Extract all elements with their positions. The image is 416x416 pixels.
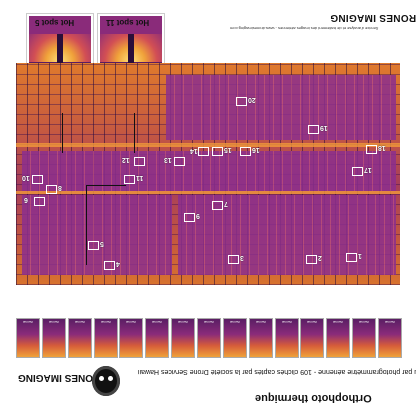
thumbnail-caption: thermal: [333, 320, 344, 324]
hotspot-number: 11: [136, 174, 144, 181]
highlight-box-edge: [86, 185, 87, 265]
hotspot-number: 6: [24, 196, 28, 203]
mascot-eye: [108, 376, 113, 381]
hotspot-marker[interactable]: [228, 255, 239, 264]
pointer-line: [62, 113, 63, 153]
hotspot-marker[interactable]: [184, 213, 195, 222]
hotspot-number: 3: [240, 254, 244, 261]
hotspot-number: 4: [116, 260, 120, 267]
hotspot-number: 12: [122, 156, 130, 163]
hotspot-marker[interactable]: [212, 201, 223, 210]
pointer-line: [134, 113, 135, 153]
hotspot-marker[interactable]: [306, 255, 317, 264]
hotspot-number: 13: [164, 156, 172, 163]
thumbnail-caption: thermal: [152, 320, 163, 324]
hotspot-number: 16: [252, 146, 260, 153]
hotspot-number: 5: [100, 240, 104, 247]
hotspot-number: 15: [224, 146, 232, 153]
source-thumbnail[interactable]: thermal: [197, 318, 221, 358]
hotspot-marker[interactable]: [346, 253, 357, 262]
hotspot-number: 19: [320, 124, 328, 131]
hotspot-marker[interactable]: [198, 147, 209, 156]
brand-logo-top: DRONES IMAGING: [330, 12, 416, 23]
thumbnail-caption: thermal: [48, 320, 59, 324]
footer-title: Orthophoto thermique: [255, 392, 372, 404]
panel-array: [166, 75, 396, 140]
thumbnail-caption: thermal: [255, 320, 266, 324]
source-thumbnail[interactable]: thermal: [378, 318, 402, 358]
hotspot-marker[interactable]: [236, 97, 247, 106]
source-thumbnail[interactable]: thermal: [67, 318, 92, 358]
source-thumbnail[interactable]: thermal: [41, 318, 66, 358]
thumbnail-caption: thermal: [307, 320, 318, 324]
hotspot-marker[interactable]: [240, 147, 251, 156]
source-thumbnail[interactable]: thermal: [248, 318, 273, 358]
hotspot-number: 7: [224, 200, 228, 207]
thumbnail-caption: thermal: [229, 320, 240, 324]
hotspot-number: 20: [248, 96, 256, 103]
hotspot-marker[interactable]: [104, 261, 115, 270]
hotspot-marker[interactable]: [32, 175, 43, 184]
source-thumbnail[interactable]: thermal: [145, 318, 170, 358]
hotspot-marker[interactable]: [174, 157, 185, 166]
source-thumbnail[interactable]: thermal: [300, 318, 325, 358]
source-thumbnail[interactable]: thermal: [119, 318, 144, 358]
hotspot-marker[interactable]: [46, 185, 57, 194]
hotspot-marker[interactable]: [366, 145, 377, 154]
inset-label: Hot spot 11: [106, 18, 150, 27]
hotspot-marker[interactable]: [34, 197, 45, 206]
thumbnail-caption: thermal: [100, 320, 111, 324]
highlight-box-edge: [86, 185, 126, 186]
source-thumbnail[interactable]: thermal: [222, 318, 247, 358]
thumbnail-caption: thermal: [281, 320, 292, 324]
hotspot-number: 2: [318, 254, 322, 261]
panel-array: [178, 195, 396, 275]
header-note: Service d'analyse et de traitement des i…: [230, 26, 379, 31]
panel-array: [22, 151, 396, 191]
source-thumbnail[interactable]: thermal: [352, 318, 377, 358]
hotspot-number: 1: [358, 252, 362, 259]
thermal-orthophoto[interactable]: 20 19 18 17 16 15 14 13 11 10 8 6 7 9 5 …: [16, 63, 400, 285]
hotspot-number: 17: [364, 166, 372, 173]
hotspot-number: 10: [22, 174, 30, 181]
source-thumbnail[interactable]: thermal: [171, 318, 196, 358]
access-lane: [16, 191, 400, 194]
panel-array: [22, 195, 172, 275]
logo-text: DRONES IMAGING: [330, 12, 416, 23]
thumbnail-caption: thermal: [204, 320, 215, 324]
source-image-strip: thermal thermal thermal thermal thermal therm…: [16, 318, 402, 358]
hotspot-marker[interactable]: [134, 157, 145, 166]
thumbnail-caption: thermal: [23, 320, 34, 324]
thumbnail-caption: thermal: [385, 320, 396, 324]
hotspot-marker[interactable]: [308, 125, 319, 134]
hotspot-number: 18: [378, 144, 386, 151]
hotspot-number: 14: [190, 147, 198, 154]
hotspot-marker[interactable]: [352, 167, 363, 176]
hotspot-number: 8: [58, 184, 62, 191]
thumbnail-caption: thermal: [359, 320, 370, 324]
footer-description: Résultat obtenu par photogrammétrie aéri…: [138, 368, 416, 375]
hotspot-marker[interactable]: [212, 147, 223, 156]
source-thumbnail[interactable]: thermal: [16, 318, 40, 358]
thumbnail-caption: thermal: [74, 320, 85, 324]
thumbnail-caption: thermal: [126, 320, 137, 324]
thumbnail-caption: thermal: [178, 320, 189, 324]
source-thumbnail[interactable]: thermal: [274, 318, 299, 358]
mascot-logo: [92, 366, 120, 396]
hotspot-marker[interactable]: [88, 241, 99, 250]
access-lane: [16, 143, 400, 147]
hotspot-marker[interactable]: [124, 175, 135, 184]
mascot-eye: [99, 376, 104, 381]
source-thumbnail[interactable]: thermal: [326, 318, 351, 358]
hotspot-number: 9: [196, 212, 200, 219]
source-thumbnail[interactable]: thermal: [93, 318, 118, 358]
inset-label: Hot spot 5: [35, 18, 75, 27]
